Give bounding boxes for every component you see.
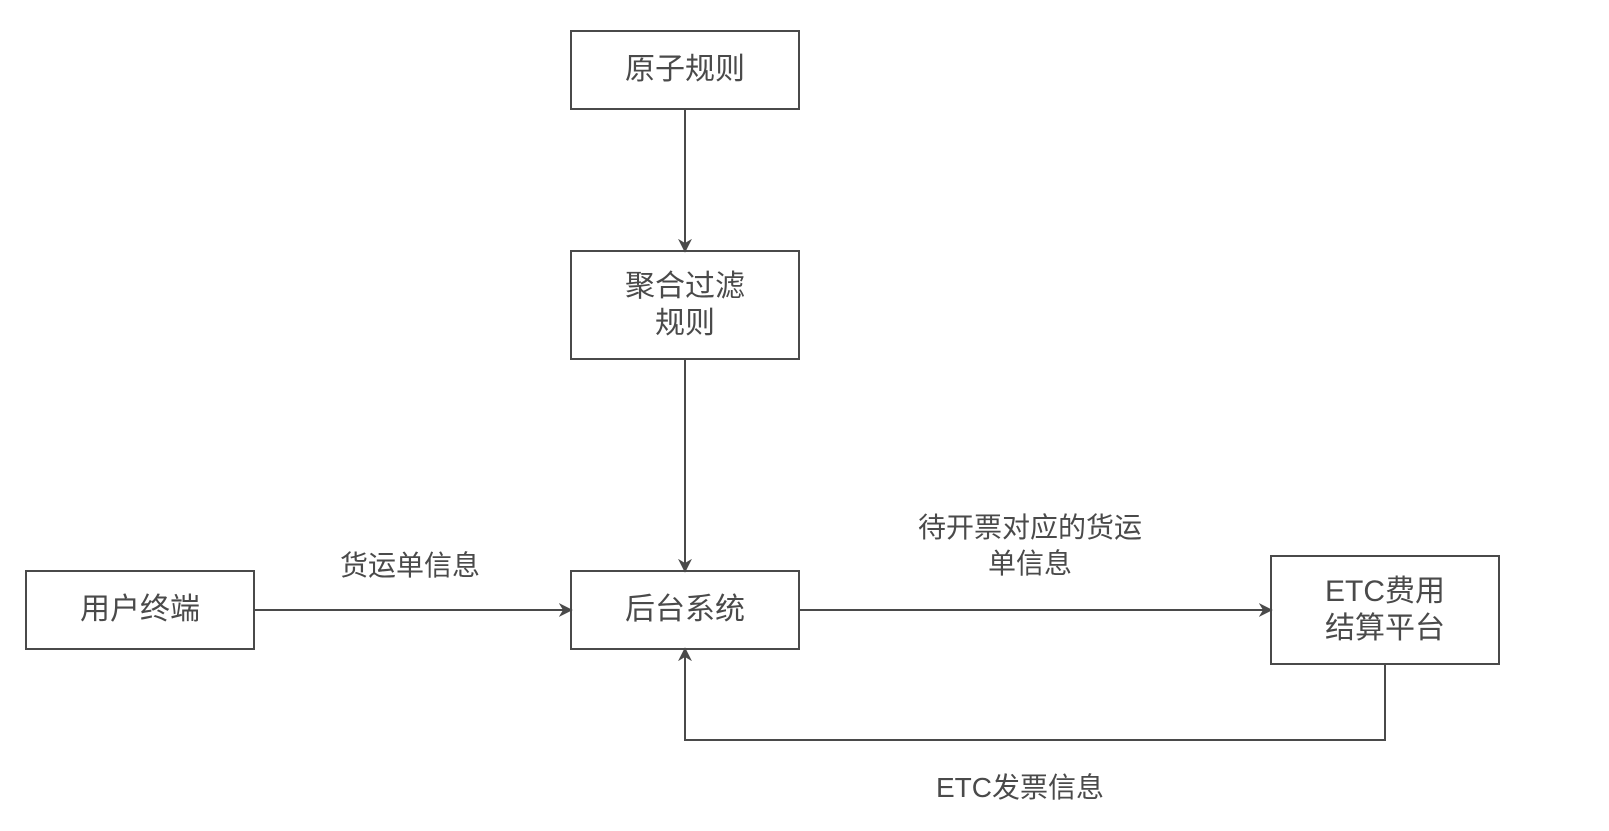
node-backend: 后台系统	[570, 570, 800, 650]
edge-label-backend-to-etc_platform: 待开票对应的货运 单信息	[880, 510, 1180, 583]
node-user_term: 用户终端	[25, 570, 255, 650]
node-agg_filter: 聚合过滤 规则	[570, 250, 800, 360]
flowchart-canvas: 原子规则聚合过滤 规则用户终端 后台系统 ETC费用 结算平台 货运单信息 待开票对应…	[0, 0, 1609, 831]
node-etc_platform: ETC费用 结算平台	[1270, 555, 1500, 665]
edges-layer	[0, 0, 1609, 831]
edge-label-etc_platform-to-backend: ETC发票信息	[870, 770, 1170, 806]
edge-label-user_term-to-backend: 货运单信息	[310, 548, 510, 584]
node-atom_rule: 原子规则	[570, 30, 800, 110]
